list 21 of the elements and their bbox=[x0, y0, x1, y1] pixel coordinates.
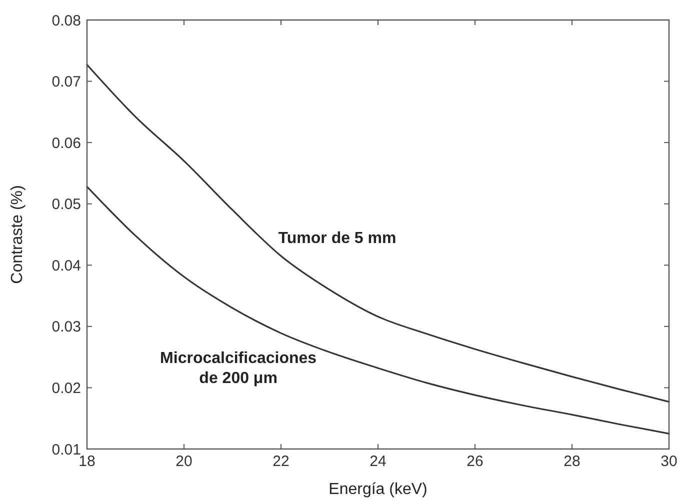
y-tick-label: 0.06 bbox=[52, 134, 81, 152]
y-tick-label: 0.02 bbox=[52, 380, 81, 397]
y-tick-label: 0.03 bbox=[52, 318, 81, 336]
annotation: Tumor de 5 mm bbox=[278, 230, 396, 248]
annotation: Microcalcificaciones de 200 μm bbox=[160, 350, 317, 388]
x-tick-label: 24 bbox=[370, 453, 386, 470]
y-tick-label: 0.05 bbox=[52, 196, 81, 214]
x-tick-label: 22 bbox=[272, 453, 290, 470]
y-axis-title: Contraste (%) bbox=[9, 185, 26, 284]
line-series bbox=[86, 64, 670, 403]
x-axis-title: Energía (keV) bbox=[328, 481, 428, 498]
y-tick-label: 0.04 bbox=[52, 257, 81, 274]
y-tick-label: 0.07 bbox=[52, 74, 81, 91]
x-tick-label: 30 bbox=[660, 453, 678, 470]
y-tick-label: 0.08 bbox=[52, 12, 81, 30]
x-tick-label: 18 bbox=[78, 453, 96, 470]
x-tick-label: 20 bbox=[176, 453, 192, 470]
line-series bbox=[86, 186, 670, 434]
y-tick-label: 0.01 bbox=[52, 441, 81, 458]
x-tick-label: 28 bbox=[564, 453, 580, 470]
x-tick-label: 26 bbox=[466, 453, 484, 470]
